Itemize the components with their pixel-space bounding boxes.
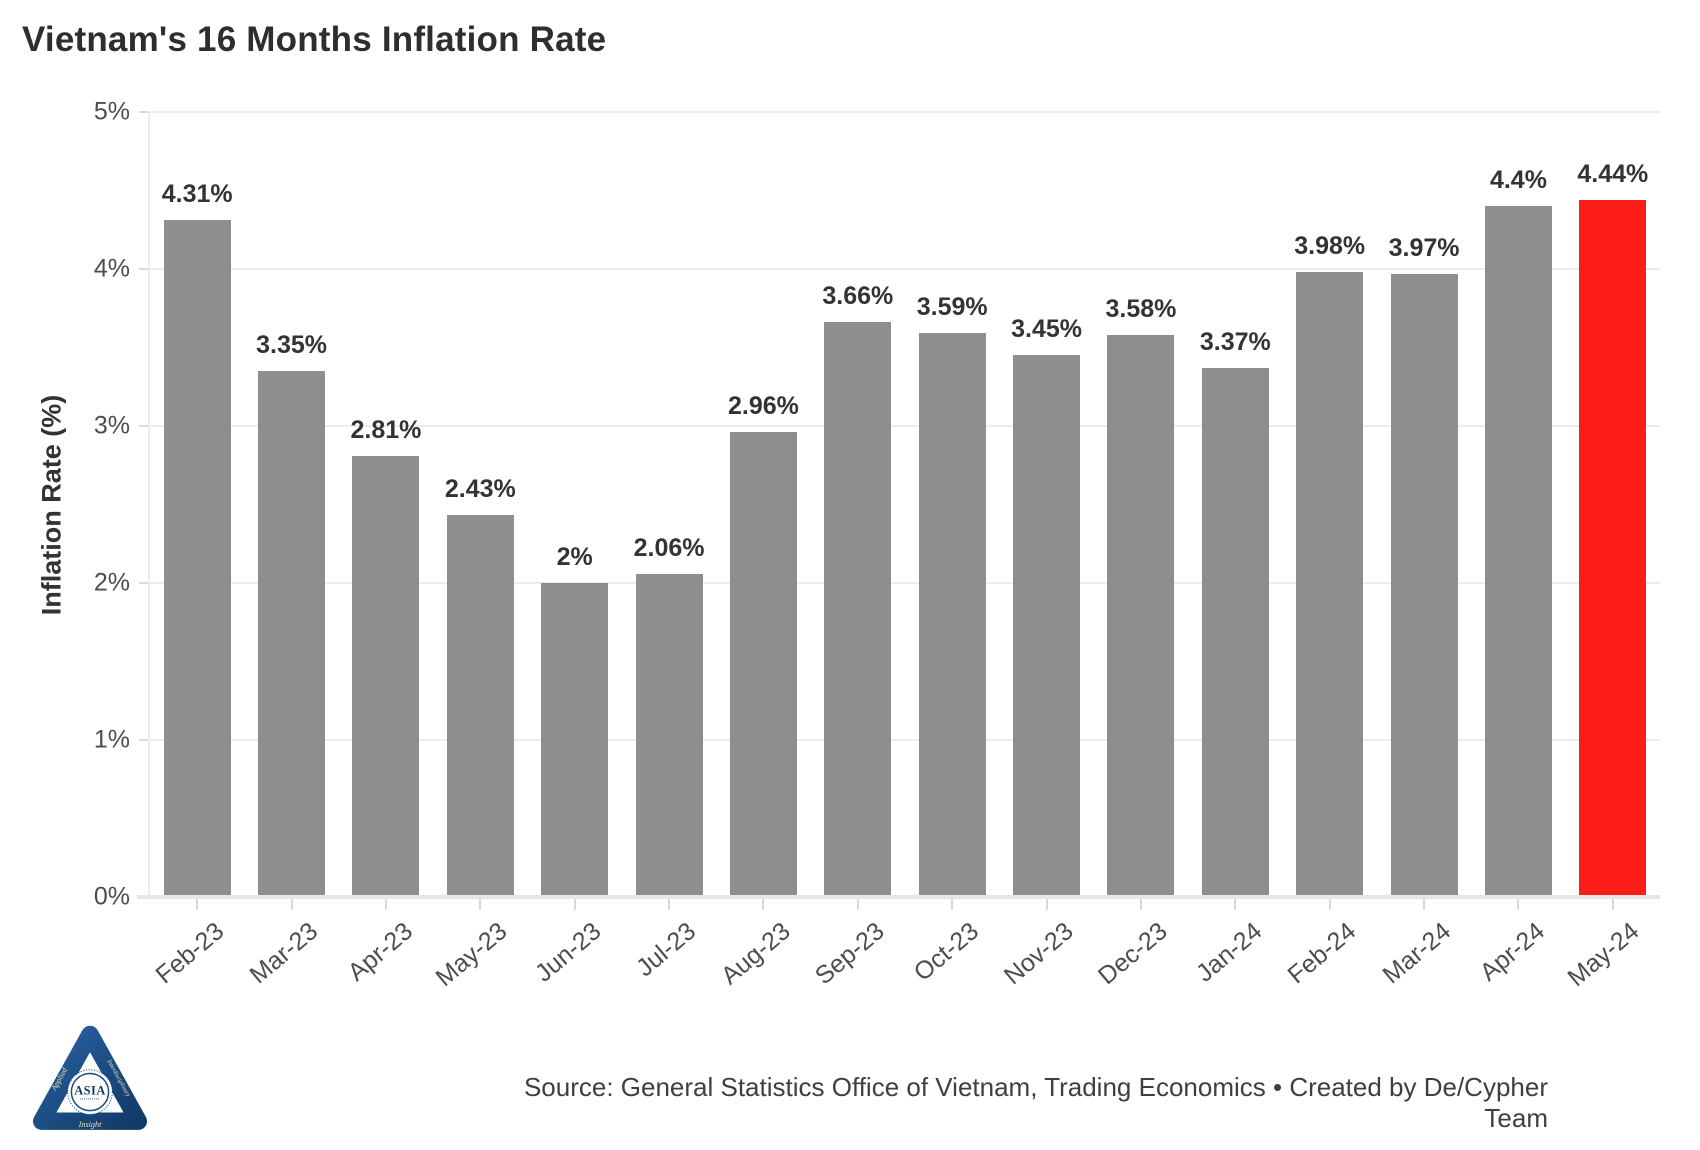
x-tick <box>668 899 671 910</box>
bar[interactable] <box>163 220 231 895</box>
bar-value-label: 3.59% <box>916 293 988 322</box>
y-tick-label: 5% <box>93 97 130 126</box>
x-tick-label: Jan-24 <box>1190 917 1268 988</box>
bar-value-label: 2.81% <box>350 415 422 444</box>
bar[interactable] <box>1013 355 1081 895</box>
gridline <box>150 582 1660 584</box>
bar[interactable] <box>352 455 420 895</box>
y-tick <box>139 739 148 741</box>
bar[interactable] <box>1296 272 1364 895</box>
asia-logo-icon: ASIA Applied Interdisciplinary Insight <box>32 1025 148 1130</box>
x-tick <box>384 899 387 910</box>
asia-logo: ASIA Applied Interdisciplinary Insight <box>28 1022 152 1146</box>
x-tick-label: Feb-23 <box>150 917 230 990</box>
bar[interactable] <box>824 322 892 895</box>
bar[interactable] <box>541 583 609 895</box>
logo-triangle-ribbon <box>32 1025 148 1130</box>
bar-value-label: 2% <box>556 543 593 571</box>
bar-value-label: 4.31% <box>161 180 233 209</box>
x-tick <box>1045 899 1048 910</box>
bar[interactable] <box>1579 199 1647 895</box>
x-tick-label: Feb-24 <box>1283 917 1362 990</box>
x-tick <box>196 899 199 910</box>
bar-value-label: 2.96% <box>727 392 799 421</box>
x-tick <box>1517 899 1520 910</box>
y-tick <box>139 582 148 584</box>
bar-value-label: 2.43% <box>444 475 516 504</box>
x-tick <box>1328 899 1331 910</box>
x-tick-label: Jul-23 <box>630 917 702 983</box>
y-tick <box>139 268 148 270</box>
x-tick <box>573 899 576 910</box>
y-tick-label: 4% <box>93 254 130 283</box>
bar-value-label: 3.97% <box>1388 233 1460 262</box>
y-tick-label: 0% <box>93 882 130 911</box>
x-tick-label: Aug-23 <box>715 917 796 991</box>
bar-value-label: 3.45% <box>1011 315 1083 344</box>
bar-value-label: 4.4% <box>1489 166 1547 195</box>
y-tick <box>139 425 148 427</box>
x-tick <box>290 899 293 910</box>
bar[interactable] <box>1107 334 1175 895</box>
y-tick-label: 2% <box>93 568 130 597</box>
y-tick-label: 3% <box>93 411 130 440</box>
x-tick-label: Apr-24 <box>1474 917 1551 987</box>
logo-inner-circle <box>70 1072 110 1112</box>
x-tick-label: May-24 <box>1562 917 1645 993</box>
x-axis-line <box>137 895 1660 899</box>
x-tick <box>1234 899 1237 910</box>
bar[interactable] <box>1201 367 1269 895</box>
gridline <box>150 739 1660 741</box>
x-tick <box>762 899 765 910</box>
x-tick-label: Apr-23 <box>342 917 418 987</box>
x-tick <box>1423 899 1426 910</box>
source-credit: Source: General Statistics Office of Vie… <box>523 1072 1548 1133</box>
logo-word-insight: Insight <box>78 1120 102 1129</box>
gridline <box>150 425 1660 427</box>
logo-center-text: ASIA <box>74 1084 106 1098</box>
y-axis-line <box>148 112 150 897</box>
x-tick <box>479 899 482 910</box>
x-tick-label: Dec-23 <box>1093 917 1173 991</box>
bar[interactable] <box>729 432 797 895</box>
bar-value-label: 2.06% <box>633 533 705 562</box>
y-tick <box>139 111 148 113</box>
bar[interactable] <box>446 515 514 895</box>
chart-title: Vietnam's 16 Months Inflation Rate <box>22 20 607 59</box>
bar-value-label: 3.66% <box>822 282 894 311</box>
x-tick-label: Oct-23 <box>908 917 985 987</box>
x-tick <box>951 899 954 910</box>
x-tick <box>1611 899 1614 910</box>
bar-value-label: 3.58% <box>1105 294 1177 323</box>
x-tick-label: Nov-23 <box>998 917 1079 991</box>
bar-value-label: 3.37% <box>1199 327 1271 356</box>
bar[interactable] <box>635 573 703 895</box>
gridline <box>150 111 1660 113</box>
bar-value-label: 3.98% <box>1294 232 1366 261</box>
x-tick <box>1139 899 1142 910</box>
gridline <box>150 268 1660 270</box>
x-tick-label: Jun-23 <box>530 917 607 988</box>
y-tick-label: 1% <box>93 725 130 754</box>
bar[interactable] <box>1484 206 1552 895</box>
x-tick <box>856 899 859 910</box>
bar-value-label: 4.44% <box>1577 159 1649 188</box>
x-tick-label: Mar-24 <box>1377 917 1457 990</box>
bar[interactable] <box>918 333 986 895</box>
bar[interactable] <box>258 371 326 895</box>
bar-value-label: 3.35% <box>256 331 328 360</box>
bar[interactable] <box>1390 273 1458 895</box>
x-tick-label: Sep-23 <box>810 917 890 991</box>
x-tick-label: May-23 <box>430 917 513 993</box>
x-tick-label: Mar-23 <box>244 917 324 990</box>
